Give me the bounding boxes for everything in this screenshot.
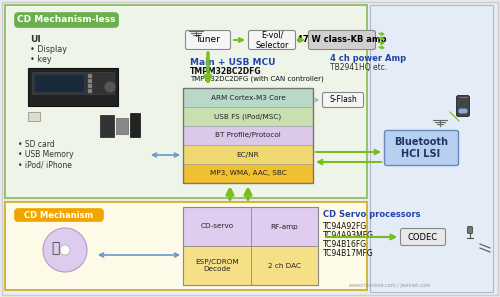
Text: 🎵: 🎵	[51, 241, 59, 255]
Bar	[28, 68, 118, 106]
Circle shape	[104, 81, 116, 93]
Text: USB FS (iPod/MSC): USB FS (iPod/MSC)	[214, 113, 282, 120]
Text: 4 ch power Amp: 4 ch power Amp	[330, 54, 406, 63]
FancyBboxPatch shape	[400, 228, 446, 246]
Bar	[183, 246, 250, 285]
Text: eeworldonline.com / jweinet.com: eeworldonline.com / jweinet.com	[350, 283, 430, 288]
Text: TC94B16FG: TC94B16FG	[323, 240, 367, 249]
Text: Main + USB MCU: Main + USB MCU	[190, 58, 276, 67]
Bar	[183, 126, 313, 145]
FancyBboxPatch shape	[248, 31, 296, 50]
Text: • key: • key	[30, 55, 52, 64]
Circle shape	[43, 228, 87, 272]
Text: TC94B17MFG: TC94B17MFG	[323, 249, 374, 258]
Text: 47 W class-KB amp: 47 W class-KB amp	[297, 36, 387, 45]
Text: CODEC: CODEC	[408, 233, 438, 241]
Bar	[5, 5, 367, 198]
Bar	[88, 74, 92, 78]
FancyBboxPatch shape	[322, 92, 364, 108]
Text: TC94A93MFG: TC94A93MFG	[323, 231, 374, 240]
Text: UI: UI	[30, 35, 41, 44]
Bar	[370, 5, 493, 292]
Bar	[130, 113, 140, 137]
FancyBboxPatch shape	[308, 31, 376, 50]
Text: Bluetooth
HCI LSI: Bluetooth HCI LSI	[394, 137, 448, 159]
Bar	[32, 72, 114, 94]
Bar	[183, 207, 250, 246]
FancyBboxPatch shape	[458, 108, 468, 113]
FancyBboxPatch shape	[384, 130, 458, 165]
Text: TMPM32BC2DFG: TMPM32BC2DFG	[190, 67, 262, 76]
Bar	[183, 207, 318, 285]
Text: E-vol/
Selector: E-vol/ Selector	[256, 30, 288, 50]
Text: CD Mechanism: CD Mechanism	[24, 211, 94, 219]
FancyBboxPatch shape	[186, 31, 230, 50]
Text: • iPod/ iPhone: • iPod/ iPhone	[18, 160, 72, 169]
Text: 2 ch DAC: 2 ch DAC	[268, 263, 301, 268]
Text: CD Mechanism-less: CD Mechanism-less	[17, 15, 115, 24]
Bar	[250, 246, 318, 285]
Text: TMPM32DC2DFG (with CAN controller): TMPM32DC2DFG (with CAN controller)	[190, 75, 324, 81]
Text: RF-amp: RF-amp	[270, 224, 298, 230]
Bar	[88, 84, 92, 88]
Text: MP3, WMA, AAC, SBC: MP3, WMA, AAC, SBC	[210, 170, 286, 176]
Text: CD-servo: CD-servo	[200, 224, 234, 230]
Bar	[183, 88, 313, 107]
Bar	[183, 164, 313, 183]
Text: Tuner: Tuner	[196, 36, 220, 45]
Bar	[183, 107, 313, 126]
FancyBboxPatch shape	[456, 96, 469, 116]
Bar	[250, 207, 318, 246]
Bar	[34, 74, 84, 92]
Bar	[88, 79, 92, 83]
FancyBboxPatch shape	[14, 12, 118, 28]
Bar	[88, 89, 92, 93]
FancyBboxPatch shape	[468, 227, 472, 233]
Text: S-Flash: S-Flash	[329, 96, 357, 105]
Bar	[5, 202, 367, 290]
Text: EC/NR: EC/NR	[236, 151, 260, 157]
Bar	[116, 118, 128, 134]
FancyBboxPatch shape	[14, 208, 104, 222]
Bar	[183, 88, 313, 183]
Circle shape	[60, 245, 70, 255]
Bar	[28, 112, 40, 121]
Text: TC94A92FG: TC94A92FG	[323, 222, 367, 231]
Text: CD Servo processors: CD Servo processors	[323, 210, 420, 219]
Text: TB2941HQ etc.: TB2941HQ etc.	[330, 63, 387, 72]
Text: • USB Memory: • USB Memory	[18, 150, 74, 159]
Text: ESP/CDROM
Decode: ESP/CDROM Decode	[195, 259, 238, 272]
Bar	[183, 145, 313, 164]
Text: • SD card: • SD card	[18, 140, 55, 149]
Text: • Display: • Display	[30, 45, 67, 54]
Text: ARM Cortex-M3 Core: ARM Cortex-M3 Core	[210, 94, 286, 100]
Bar	[100, 115, 114, 137]
Text: BT Profile/Protocol: BT Profile/Protocol	[215, 132, 281, 138]
